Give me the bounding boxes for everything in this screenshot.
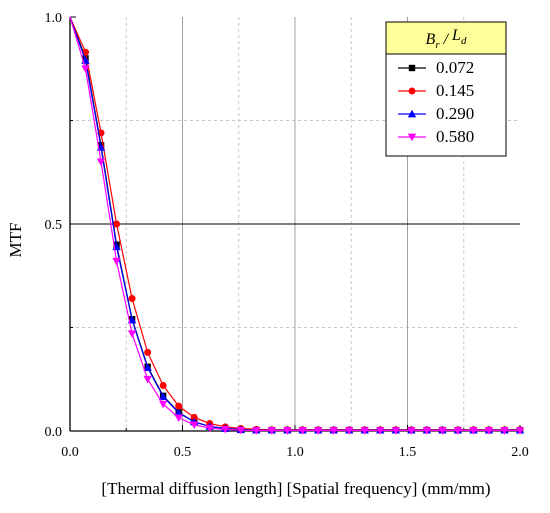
y-axis-title: MTF xyxy=(6,223,25,258)
data-point xyxy=(190,421,199,429)
legend-label: 0.580 xyxy=(436,127,474,146)
legend-item: 0.145 xyxy=(398,81,474,100)
data-point xyxy=(329,427,338,435)
legend: Br / Ld 0.072 0.145 0.290 0.580 xyxy=(385,21,507,157)
series-0.580 xyxy=(69,16,525,435)
data-point xyxy=(143,375,152,384)
legend-swatch-marker xyxy=(407,133,417,142)
y-tick-label: 0.5 xyxy=(45,218,63,233)
data-point xyxy=(298,427,307,435)
data-point xyxy=(127,330,137,338)
data-point xyxy=(158,400,168,409)
data-point xyxy=(81,65,90,73)
data-point xyxy=(205,424,214,433)
y-tick-label: 1.0 xyxy=(45,11,63,26)
x-axis-title: [Thermal diffusion length] [Spatial freq… xyxy=(101,479,490,498)
data-point xyxy=(313,427,323,435)
legend-title: Br / Ld xyxy=(426,27,467,51)
data-point xyxy=(143,363,152,372)
x-tick-label: 1.5 xyxy=(399,445,417,460)
data-point xyxy=(112,257,121,266)
data-point xyxy=(175,402,183,410)
data-point xyxy=(484,427,494,435)
x-tick-label: 2.0 xyxy=(511,445,529,460)
data-point xyxy=(174,414,183,422)
y-tick-label: 0.0 xyxy=(45,425,63,440)
legend-item: 0.290 xyxy=(398,104,474,123)
series-layer xyxy=(69,16,525,435)
data-point xyxy=(469,427,478,435)
legend-box xyxy=(385,53,507,157)
data-point xyxy=(236,426,245,435)
data-point xyxy=(190,413,198,421)
legend-item: 0.072 xyxy=(398,58,474,77)
data-point xyxy=(158,392,168,400)
data-point xyxy=(453,427,463,435)
data-point xyxy=(252,427,261,435)
data-point xyxy=(376,427,385,435)
legend-title-box xyxy=(385,21,507,55)
series-line xyxy=(69,16,520,432)
data-point xyxy=(283,427,292,435)
data-point xyxy=(144,348,152,356)
data-point xyxy=(422,427,432,435)
data-point xyxy=(128,295,136,303)
x-tick-label: 0.5 xyxy=(174,445,192,460)
data-point xyxy=(407,427,416,435)
legend-swatch-marker xyxy=(408,64,416,72)
legend-label: 0.145 xyxy=(436,81,474,100)
data-point xyxy=(345,427,354,435)
data-point xyxy=(515,427,525,435)
data-point xyxy=(159,381,167,389)
data-point xyxy=(438,427,447,435)
data-point xyxy=(221,425,230,434)
legend-swatch-marker xyxy=(408,87,416,95)
legend-label: 0.072 xyxy=(436,58,474,77)
data-point xyxy=(360,427,369,435)
data-point xyxy=(267,427,277,435)
legend-swatch-marker xyxy=(407,109,417,118)
data-point xyxy=(391,427,400,435)
data-point xyxy=(174,408,183,417)
data-point xyxy=(96,158,106,167)
data-point xyxy=(500,427,509,435)
x-tick-label: 1.0 xyxy=(286,445,304,460)
data-point xyxy=(113,220,121,228)
x-tick-label: 0.0 xyxy=(61,445,79,460)
legend-item: 0.580 xyxy=(398,127,474,146)
legend-label: 0.290 xyxy=(436,104,474,123)
